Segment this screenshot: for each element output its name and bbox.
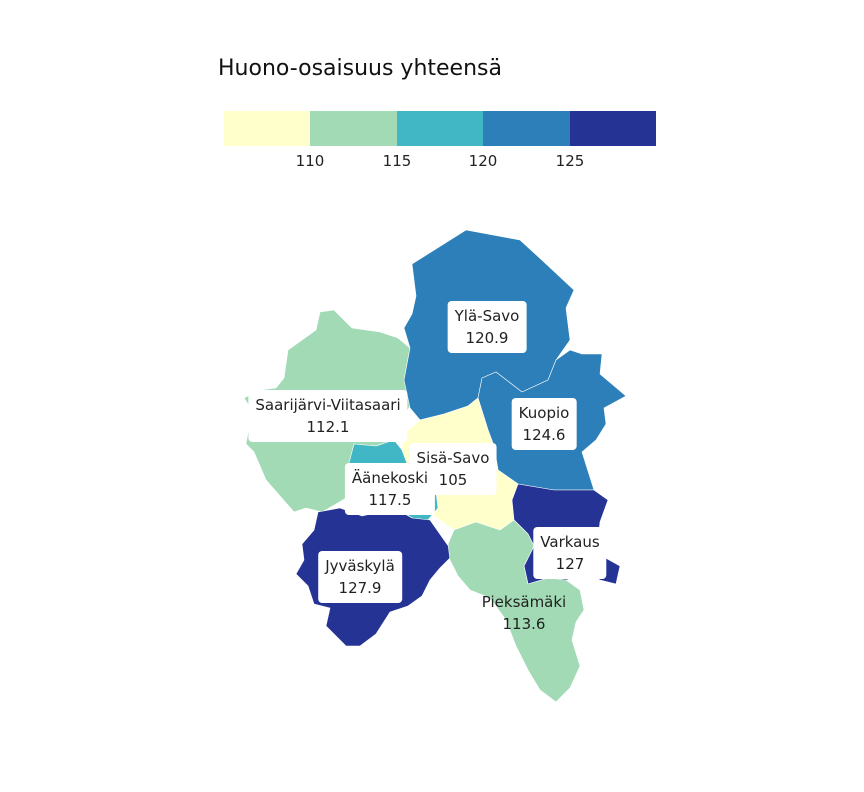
region-label-kuopio: Kuopio 124.6 xyxy=(511,398,577,450)
region-label-aanekoski: Äänekoski 117.5 xyxy=(344,463,436,515)
legend-tick: 120 xyxy=(468,152,498,170)
legend-ticks: 110 115 120 125 xyxy=(224,152,656,174)
region-value: 120.9 xyxy=(465,329,509,347)
region-label-pieksamaki: Pieksämäki 113.6 xyxy=(475,587,573,639)
region-value: 127.9 xyxy=(338,579,382,597)
region-label-sisa-savo: Sisä-Savo 105 xyxy=(409,443,497,495)
legend-tick: 110 xyxy=(295,152,325,170)
region-value: 117.5 xyxy=(368,491,412,509)
legend-swatch-4 xyxy=(483,111,570,146)
region-pieksamaki[interactable] xyxy=(447,519,585,703)
region-name: Jyväskylä xyxy=(325,557,395,575)
region-name: Sisä-Savo xyxy=(416,449,490,467)
legend-swatch-5 xyxy=(569,111,657,146)
region-name: Kuopio xyxy=(518,404,570,422)
region-value: 113.6 xyxy=(502,615,546,633)
region-value: 127 xyxy=(555,555,585,573)
region-label-jyvaskyla: Jyväskylä 127.9 xyxy=(318,551,402,603)
region-value: 124.6 xyxy=(522,426,566,444)
color-legend xyxy=(224,111,657,146)
region-label-yla-savo: Ylä-Savo 120.9 xyxy=(447,301,527,353)
region-name: Ylä-Savo xyxy=(454,307,520,325)
legend-tick: 125 xyxy=(555,152,585,170)
legend-swatch-1 xyxy=(224,111,311,146)
legend-tick: 115 xyxy=(382,152,412,170)
region-name: Pieksämäki xyxy=(481,593,567,611)
region-name: Äänekoski xyxy=(351,469,429,487)
region-name: Varkaus xyxy=(540,533,600,551)
map-title: Huono-osaisuus yhteensä xyxy=(218,56,502,81)
region-value: 105 xyxy=(438,471,468,489)
region-label-varkaus: Varkaus 127 xyxy=(533,527,607,579)
region-label-saarijarvi-viitasaari: Saarijärvi-Viitasaari 112.1 xyxy=(248,390,408,442)
legend-swatch-3 xyxy=(396,111,484,146)
region-name: Saarijärvi-Viitasaari xyxy=(255,396,401,414)
region-value: 112.1 xyxy=(306,418,350,436)
legend-swatch-2 xyxy=(310,111,397,146)
